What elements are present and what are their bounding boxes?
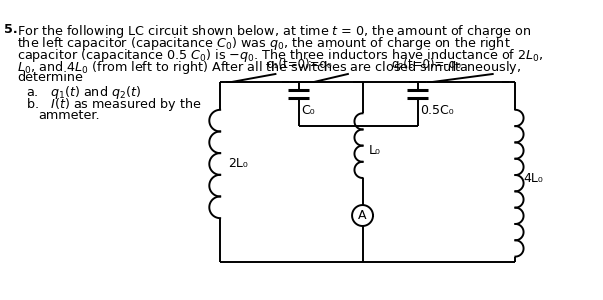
Text: 4L₀: 4L₀ <box>523 172 543 185</box>
Text: L₀: L₀ <box>368 143 380 157</box>
Text: capacitor (capacitance 0.5 $C_0$) is $-q_0$. The three inductors have inductance: capacitor (capacitance 0.5 $C_0$) is $-q… <box>17 47 544 64</box>
Text: b.   $I(t)$ as measured by the: b. $I(t)$ as measured by the <box>26 96 202 113</box>
Text: C₀: C₀ <box>302 104 315 117</box>
Text: 0.5C₀: 0.5C₀ <box>420 104 454 117</box>
Text: 5.: 5. <box>4 23 18 36</box>
Text: For the following LC circuit shown below, at time $t$ = 0, the amount of charge : For the following LC circuit shown below… <box>17 23 532 40</box>
Text: 2L₀: 2L₀ <box>228 158 248 170</box>
Text: q₁(t=0)=q₀: q₁(t=0)=q₀ <box>266 58 332 70</box>
Text: $L_0$, and $4L_0$ (from left to right) After all the switches are closed simulta: $L_0$, and $4L_0$ (from left to right) A… <box>17 59 522 76</box>
Text: q₂(t=0)=-q₀: q₂(t=0)=-q₀ <box>391 58 461 70</box>
Text: A: A <box>358 209 367 222</box>
Text: a.   $q_1(t)$ and $q_2(t)$: a. $q_1(t)$ and $q_2(t)$ <box>26 84 141 101</box>
Text: determine: determine <box>17 70 83 83</box>
Text: the left capacitor (capacitance $C_0$) was $q_0$, the amount of charge on the ri: the left capacitor (capacitance $C_0$) w… <box>17 35 511 52</box>
Text: ammeter.: ammeter. <box>39 109 100 122</box>
